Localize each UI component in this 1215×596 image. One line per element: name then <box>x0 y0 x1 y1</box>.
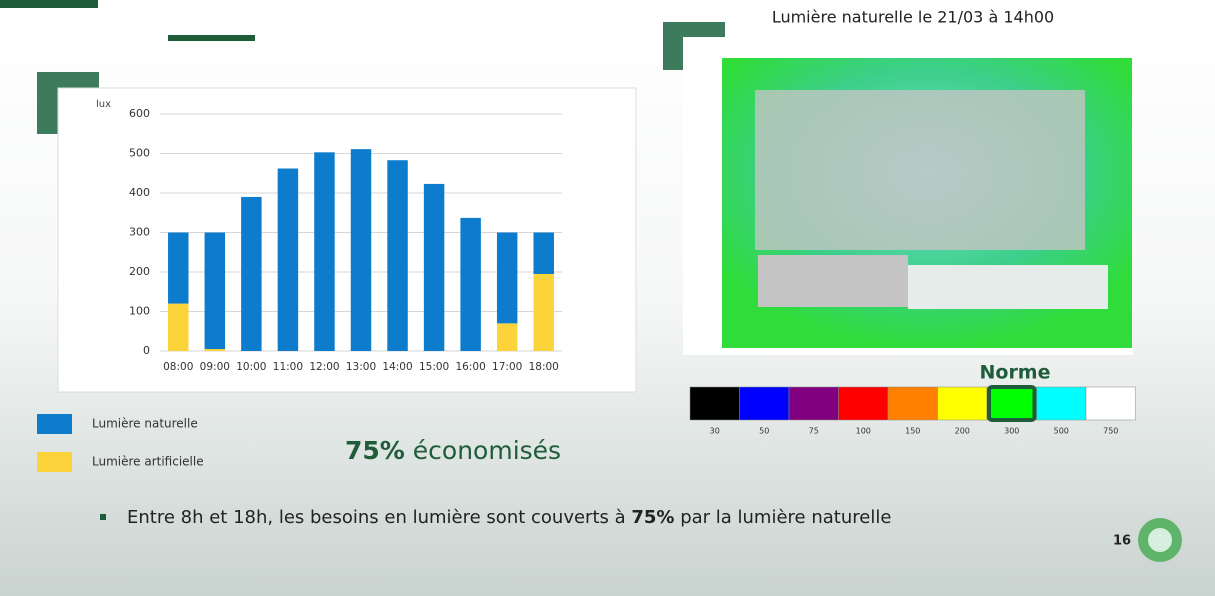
y-tick-label: 600 <box>129 107 150 120</box>
decor <box>0 0 98 8</box>
bar-segment <box>533 233 553 274</box>
simulation-image <box>755 90 1085 250</box>
scale-label: 50 <box>759 427 769 436</box>
image-title: Lumière naturelle le 21/03 à 14h00 <box>772 8 1054 27</box>
x-tick-label: 12:00 <box>309 361 339 373</box>
scale-label: 150 <box>905 427 920 436</box>
bar-segment <box>205 233 225 350</box>
y-tick-label: 0 <box>143 344 150 357</box>
x-tick-label: 17:00 <box>492 361 522 373</box>
legend-swatch <box>37 452 72 472</box>
x-tick-label: 10:00 <box>236 361 266 373</box>
bar-segment <box>533 274 553 351</box>
y-tick-label: 200 <box>129 265 150 278</box>
legend-swatch <box>37 414 72 434</box>
y-tick-label: 400 <box>129 186 150 199</box>
x-tick-label: 11:00 <box>273 361 303 373</box>
x-tick-label: 13:00 <box>346 361 376 373</box>
scale-swatch <box>1086 387 1136 420</box>
headline-text: économisés <box>405 436 561 465</box>
y-tick-label: 100 <box>129 305 150 318</box>
bullet-part: par la lumière naturelle <box>674 507 891 528</box>
scale-label: 30 <box>710 427 720 436</box>
scale-swatch <box>839 387 889 420</box>
bar-segment <box>460 218 480 351</box>
legend-label: Lumière naturelle <box>92 417 198 431</box>
x-tick-label: 08:00 <box>163 361 193 373</box>
scale-swatch <box>888 387 938 420</box>
scale-swatch <box>938 387 988 420</box>
scale-swatch <box>1037 387 1087 420</box>
y-tick-label: 500 <box>129 147 150 160</box>
scale-label: 300 <box>1004 427 1019 436</box>
bar-segment <box>241 197 261 351</box>
simulation-image <box>908 265 1108 309</box>
bar-segment <box>351 149 371 351</box>
y-axis-label: lux <box>96 99 111 110</box>
simulation-image <box>758 255 908 307</box>
norm-label: Norme <box>979 362 1050 384</box>
bar-segment <box>387 160 407 351</box>
x-tick-label: 15:00 <box>419 361 449 373</box>
bar-segment <box>497 233 517 324</box>
page-number: 16 <box>1113 534 1131 549</box>
bullet-marker <box>100 514 106 520</box>
bar-segment <box>424 184 444 351</box>
bar-segment <box>168 304 188 351</box>
y-tick-label: 300 <box>129 226 150 239</box>
bar-segment <box>168 233 188 304</box>
legend-label: Lumière artificielle <box>92 455 204 469</box>
decor <box>168 35 255 41</box>
x-tick-label: 14:00 <box>382 361 412 373</box>
slide: Lumière naturelle le 21/03 à 14h00 Norme… <box>0 0 1215 596</box>
headline-value: 75% <box>345 436 405 465</box>
bar-segment <box>314 152 334 351</box>
scale-swatch <box>690 387 740 420</box>
x-tick-label: 16:00 <box>456 361 486 373</box>
scale-label: 200 <box>955 427 970 436</box>
scale-swatch <box>740 387 790 420</box>
x-tick-label: 18:00 <box>529 361 559 373</box>
bullet-part: Entre 8h et 18h, les besoins en lumière … <box>127 507 631 528</box>
scale-label: 100 <box>856 427 871 436</box>
x-tick-label: 09:00 <box>200 361 230 373</box>
scale-label: 750 <box>1103 427 1118 436</box>
scale-swatch <box>789 387 839 420</box>
scale-swatch <box>987 387 1037 420</box>
scale-label: 500 <box>1054 427 1069 436</box>
bar-segment <box>278 169 298 351</box>
bar-segment <box>497 323 517 351</box>
bullet-value: 75% <box>631 507 674 528</box>
headline: 75% économisés <box>345 436 561 465</box>
logo <box>1148 528 1172 552</box>
bullet-text: Entre 8h et 18h, les besoins en lumière … <box>127 507 891 528</box>
scale-label: 75 <box>809 427 819 436</box>
bar-segment <box>205 349 225 351</box>
